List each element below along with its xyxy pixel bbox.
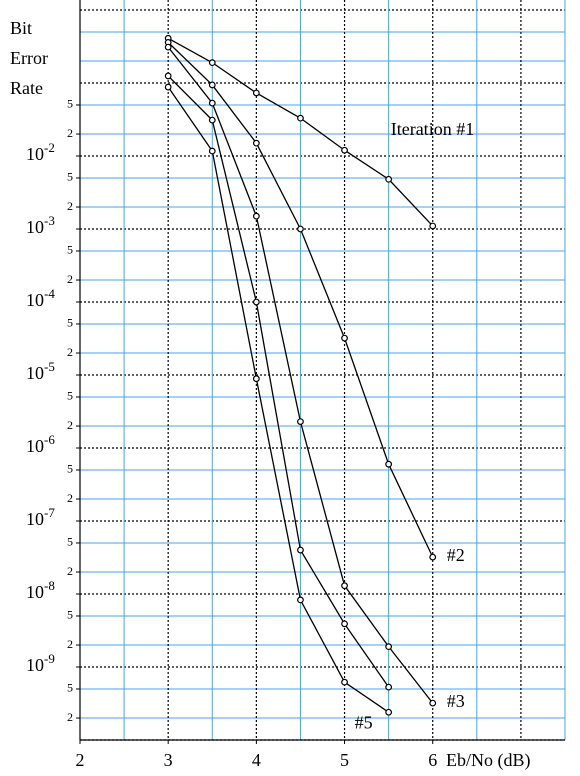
y-tick-exponent: -5 [44, 359, 55, 374]
y-tick-label: 10-7 [26, 505, 55, 529]
y-tick-exponent: -6 [44, 432, 55, 447]
point [208, 59, 216, 67]
y-tick-exponent: -2 [44, 140, 55, 155]
x-axis-label: Eb/No (dB) [446, 750, 531, 771]
y-tick-exponent: -4 [44, 286, 55, 301]
point [341, 678, 348, 686]
y-tick-label: 5 [67, 243, 73, 257]
point [297, 546, 304, 554]
series-label: Iteration #1 [391, 119, 474, 139]
y-axis-label: Bit [10, 18, 32, 38]
y-tick-label: 2 [67, 199, 73, 213]
point [385, 643, 393, 651]
point [297, 114, 304, 122]
point [252, 212, 260, 220]
y-tick-label: 2 [67, 564, 73, 578]
x-tick-label: 3 [164, 750, 173, 770]
point [341, 620, 348, 628]
y-tick-exponent: -9 [44, 651, 55, 666]
series-label: #2 [447, 545, 465, 565]
y-tick-label: 10-3 [26, 213, 55, 237]
x-tick-label: 2 [76, 750, 85, 770]
point [341, 334, 348, 342]
y-tick-label: 5 [67, 389, 73, 403]
y-tick-label: 2 [67, 272, 73, 286]
y-tick-label: 5 [67, 316, 73, 330]
point [385, 708, 393, 716]
point [252, 298, 260, 306]
point [297, 418, 304, 425]
point [297, 596, 304, 604]
point [208, 81, 216, 89]
y-tick-base: 10 [26, 144, 44, 164]
point [208, 147, 216, 155]
y-tick-label: 2 [67, 126, 73, 140]
point [164, 43, 172, 51]
y-tick-label: 10-2 [26, 140, 55, 164]
y-tick-base: 10 [26, 655, 44, 675]
y-tick-label: 5 [67, 170, 73, 184]
y-tick-label: 5 [67, 535, 73, 549]
series-line [167, 75, 390, 688]
y-tick-base: 10 [26, 582, 44, 602]
point [385, 175, 393, 183]
y-tick-label: 2 [67, 491, 73, 505]
point [164, 83, 172, 91]
series-line [167, 86, 390, 713]
y-tick-label: 10-9 [26, 651, 55, 675]
y-axis-label: Error [10, 48, 48, 68]
point [208, 116, 216, 124]
y-tick-label: 10-8 [26, 578, 55, 602]
point [429, 222, 437, 230]
point [164, 72, 172, 80]
x-tick-label: 5 [340, 750, 349, 770]
point [297, 225, 304, 233]
y-tick-label: 5 [67, 97, 73, 111]
y-tick-label: 10-5 [26, 359, 55, 383]
y-tick-exponent: -7 [44, 505, 55, 520]
y-tick-exponent: -3 [44, 213, 55, 228]
y-tick-base: 10 [26, 363, 44, 383]
y-tick-label: 5 [67, 681, 73, 695]
point [252, 139, 260, 147]
point [429, 699, 437, 707]
y-tick-base: 10 [26, 509, 44, 529]
y-tick-label: 10-4 [26, 286, 55, 310]
series-label: #5 [355, 712, 373, 732]
y-tick-label: 2 [67, 345, 73, 359]
y-tick-base: 10 [26, 436, 44, 456]
y-tick-label: 2 [67, 637, 73, 651]
point [429, 553, 437, 561]
x-tick-label: 6 [428, 750, 437, 770]
y-tick-base: 10 [26, 217, 44, 237]
y-axis-label: Rate [10, 78, 43, 98]
point [385, 683, 393, 691]
point [252, 89, 260, 97]
y-tick-label: 2 [67, 418, 73, 432]
series-label: #3 [447, 691, 465, 711]
point [341, 582, 348, 590]
y-tick-exponent: -8 [44, 578, 55, 593]
point [385, 460, 393, 468]
y-tick-label: 5 [67, 462, 73, 476]
y-tick-label: 2 [67, 710, 73, 724]
point [252, 375, 260, 383]
y-tick-label: 10-6 [26, 432, 55, 456]
y-tick-base: 10 [26, 290, 44, 310]
point [341, 146, 348, 154]
x-tick-label: 4 [252, 750, 261, 770]
point [208, 99, 216, 107]
y-tick-label: 5 [67, 608, 73, 622]
